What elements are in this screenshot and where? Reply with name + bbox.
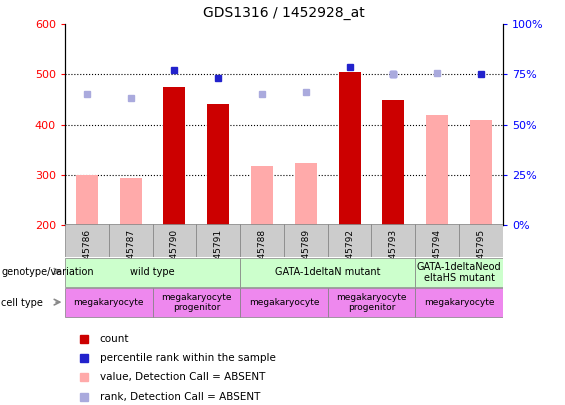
Bar [65,224,109,257]
Bar [426,115,448,225]
Text: GATA-1deltaN mutant: GATA-1deltaN mutant [275,267,380,277]
Bar [295,163,317,225]
Bar [240,288,328,318]
Text: GATA-1deltaNeod
eltaHS mutant: GATA-1deltaNeod eltaHS mutant [417,262,501,283]
Text: GSM45787: GSM45787 [126,229,135,278]
Text: GSM45788: GSM45788 [258,229,267,278]
Text: megakaryocyte: megakaryocyte [249,298,319,307]
Text: cell type: cell type [1,298,43,308]
Text: GSM45786: GSM45786 [82,229,92,278]
Text: percentile rank within the sample: percentile rank within the sample [100,353,276,363]
Text: count: count [100,334,129,343]
Bar [328,224,372,257]
Bar [415,258,503,287]
Text: megakaryocyte: megakaryocyte [424,298,494,307]
Title: GDS1316 / 1452928_at: GDS1316 / 1452928_at [203,6,365,21]
Text: GSM45792: GSM45792 [345,229,354,278]
Bar [120,178,142,225]
Bar [240,224,284,257]
Bar [372,224,415,257]
Bar [284,224,328,257]
Bar [65,258,240,287]
Bar [65,288,153,318]
Bar [415,288,503,318]
Text: GSM45793: GSM45793 [389,229,398,278]
Text: genotype/variation: genotype/variation [1,267,94,277]
Text: wild type: wild type [131,267,175,277]
Text: megakaryocyte
progenitor: megakaryocyte progenitor [161,293,232,312]
Text: value, Detection Call = ABSENT: value, Detection Call = ABSENT [100,373,265,382]
Text: GSM45789: GSM45789 [301,229,310,278]
Bar [240,258,415,287]
Bar [207,104,229,225]
Bar [153,224,197,257]
Bar [328,288,415,318]
Bar [459,224,503,257]
Bar [338,72,360,225]
Bar [163,87,185,225]
Text: GSM45790: GSM45790 [170,229,179,278]
Bar [470,119,492,225]
Bar [415,224,459,257]
Bar [76,175,98,225]
Text: megakaryocyte
progenitor: megakaryocyte progenitor [336,293,407,312]
Text: GSM45794: GSM45794 [433,229,442,278]
Text: GSM45791: GSM45791 [214,229,223,278]
Bar [251,166,273,225]
Text: rank, Detection Call = ABSENT: rank, Detection Call = ABSENT [100,392,260,402]
Bar [108,224,153,257]
Text: megakaryocyte: megakaryocyte [73,298,144,307]
Bar [197,224,240,257]
Bar [383,100,405,225]
Text: GSM45795: GSM45795 [476,229,485,278]
Bar [153,288,240,318]
